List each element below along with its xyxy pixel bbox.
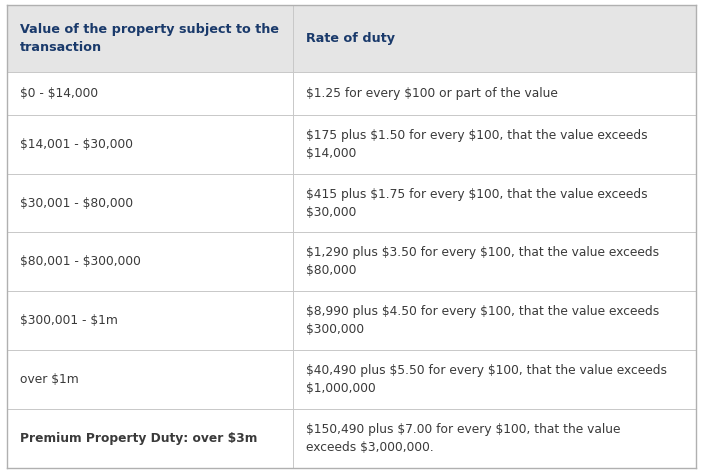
Text: $300,001 - $1m: $300,001 - $1m xyxy=(20,315,117,327)
Bar xyxy=(7,114,696,174)
Text: $1.25 for every $100 or part of the value: $1.25 for every $100 or part of the valu… xyxy=(306,87,557,100)
Text: $150,490 plus $7.00 for every $100, that the value
exceeds $3,000,000.: $150,490 plus $7.00 for every $100, that… xyxy=(306,423,620,454)
Text: Value of the property subject to the
transaction: Value of the property subject to the tra… xyxy=(20,23,278,54)
Bar xyxy=(7,350,696,409)
Text: over $1m: over $1m xyxy=(20,373,79,386)
Text: $415 plus $1.75 for every $100, that the value exceeds
$30,000: $415 plus $1.75 for every $100, that the… xyxy=(306,187,647,219)
Bar xyxy=(7,72,696,114)
Bar xyxy=(7,5,696,72)
Text: $30,001 - $80,000: $30,001 - $80,000 xyxy=(20,196,133,210)
Bar xyxy=(7,233,696,291)
Text: Premium Property Duty: over $3m: Premium Property Duty: over $3m xyxy=(20,432,257,445)
Bar xyxy=(7,174,696,233)
Text: $40,490 plus $5.50 for every $100, that the value exceeds
$1,000,000: $40,490 plus $5.50 for every $100, that … xyxy=(306,364,666,395)
Text: $1,290 plus $3.50 for every $100, that the value exceeds
$80,000: $1,290 plus $3.50 for every $100, that t… xyxy=(306,246,659,278)
Text: $8,990 plus $4.50 for every $100, that the value exceeds
$300,000: $8,990 plus $4.50 for every $100, that t… xyxy=(306,306,659,336)
Text: $0 - $14,000: $0 - $14,000 xyxy=(20,87,98,100)
Bar xyxy=(7,409,696,468)
Text: $80,001 - $300,000: $80,001 - $300,000 xyxy=(20,255,141,269)
Text: $175 plus $1.50 for every $100, that the value exceeds
$14,000: $175 plus $1.50 for every $100, that the… xyxy=(306,129,647,159)
Text: $14,001 - $30,000: $14,001 - $30,000 xyxy=(20,138,133,150)
Text: Rate of duty: Rate of duty xyxy=(306,32,394,45)
Bar xyxy=(7,291,696,350)
